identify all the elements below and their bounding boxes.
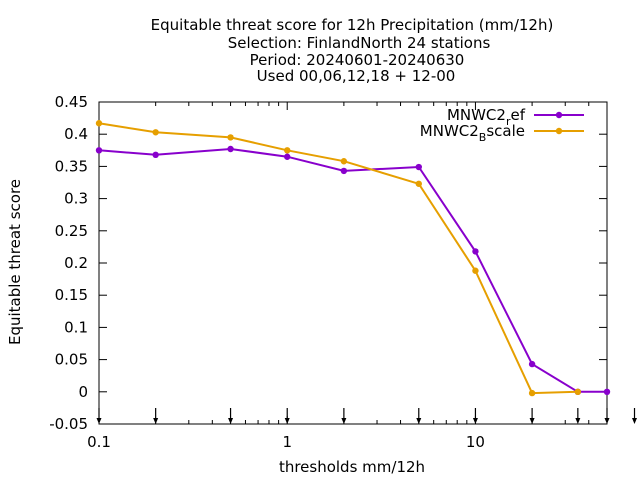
y-tick-label: 0.35 [55,157,88,175]
title-line-4: Used 00,06,12,18 + 12-00 [257,67,456,85]
threshold-marker-head [96,418,102,424]
threshold-marker-head [472,418,478,424]
threshold-marker-head [604,418,610,424]
data-point [152,151,159,159]
threshold-marker-head [529,418,535,424]
y-axis: 0.45 0.4 0.35 0.3 0.25 0.2 0.15 0.1 0.05 0 -0.05 [49,93,607,433]
data-point [415,180,422,187]
y-tick-label: 0.1 [64,318,88,336]
legend-label-main: MNWC2 [420,122,479,140]
y-tick-label: 0.05 [55,351,88,369]
data-point [227,134,234,141]
data-point [284,153,291,160]
series-group [95,120,611,397]
threshold-marker-head [153,418,159,424]
y-tick-label: 0.2 [64,254,88,272]
data-point [152,129,159,136]
x-axis-label: thresholds mm/12h [279,458,425,476]
data-point [472,267,479,274]
data-point [528,360,536,368]
threshold-marker-head [575,418,581,424]
threshold-marker-head [284,418,290,424]
data-point [95,120,103,127]
y-tick-label: -0.05 [49,415,88,433]
x-tick-label: 10 [466,433,485,451]
y-tick-label: 0.25 [55,222,88,240]
legend-marker [555,111,563,119]
data-point [95,147,103,154]
series-line [98,122,578,395]
title-line-2: Selection: FinlandNorth 24 stations [228,34,491,52]
title-line-3: Period: 20240601-20240630 [250,51,465,69]
threshold-marker-head [632,418,638,424]
data-point [340,158,348,165]
legend-label-subscript: r [506,115,511,128]
legend-label: MNWC2Bscale [420,122,525,144]
data-point [603,388,611,395]
x-tick-label: 1 [282,433,292,451]
data-point [284,147,291,154]
series-line [98,147,607,393]
threshold-marker-head [416,418,422,424]
y-axis-label: Equitable threat score [6,179,24,345]
data-point [340,167,348,175]
threshold-marker-head [228,418,234,424]
data-point [528,389,536,397]
legend-label-subscript: B [479,131,487,144]
legend-label-main: MNWC2 [447,106,506,124]
plot-frame [98,101,608,425]
legend-marker [555,127,563,135]
y-tick-label: 0 [78,383,88,401]
threshold-marker-head [341,418,347,424]
y-tick-label: 0.4 [64,125,88,143]
x-tick-label: 0.1 [87,433,111,451]
legend-label-rest: ef [510,106,525,124]
y-tick-label: 0.3 [64,190,88,208]
chart-title: Equitable threat score for 12h Precipita… [151,16,554,85]
threshold-markers [96,408,638,424]
legend-label: MNWC2ref [447,106,526,128]
data-point [472,248,479,255]
y-tick-label: 0.15 [55,286,88,304]
data-point [574,388,582,395]
title-line-1: Equitable threat score for 12h Precipita… [151,16,554,34]
legend-label-rest: scale [486,122,525,140]
data-point [227,145,234,153]
y-tick-label: 0.45 [55,93,88,111]
data-point [415,163,422,171]
